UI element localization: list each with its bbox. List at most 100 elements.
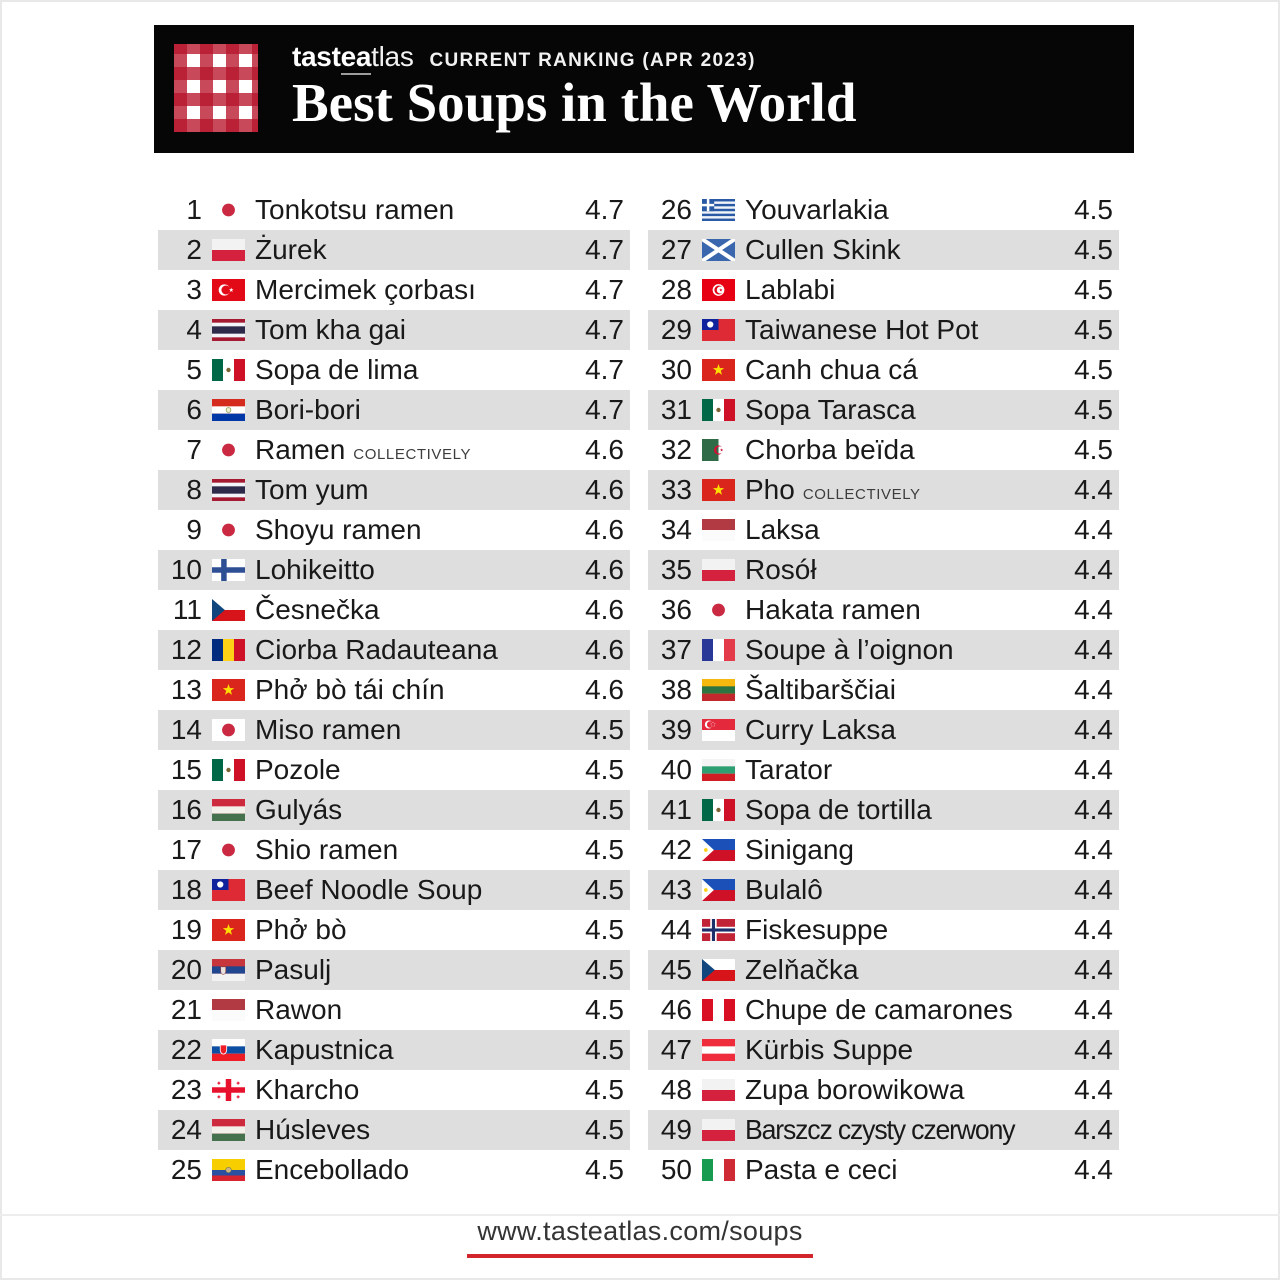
flag-japan-icon <box>212 439 245 461</box>
rank-number: 39 <box>660 714 692 745</box>
list-item: 14 Miso ramen 4.5 <box>158 710 630 750</box>
flag-bulgaria-icon <box>702 759 735 781</box>
soup-name: Encebollado <box>255 1154 410 1185</box>
rating-value: 4.6 <box>585 594 624 625</box>
list-item: 16 Gulyás 4.5 <box>158 790 630 830</box>
rating-value: 4.4 <box>1074 554 1113 585</box>
list-item: 23 Kharcho 4.5 <box>158 1070 630 1110</box>
website-url[interactable]: www.tasteatlas.com/soups <box>467 1216 813 1258</box>
flag-slovakia-icon <box>212 1039 245 1061</box>
list-item: 11 Česnečka 4.6 <box>158 590 630 630</box>
rating-value: 4.6 <box>585 514 624 545</box>
rating-value: 4.7 <box>585 394 624 425</box>
flag-mexico-icon <box>702 799 735 821</box>
flag-turkey-icon <box>212 279 245 301</box>
rank-number: 26 <box>660 194 692 225</box>
soup-name: Chorba beïda <box>745 434 915 465</box>
rating-value: 4.5 <box>585 714 624 745</box>
rank-number: 22 <box>170 1034 202 1065</box>
rank-number: 8 <box>186 474 202 505</box>
flag-philippines-icon <box>702 879 735 901</box>
flag-taiwan-icon <box>702 319 735 341</box>
flag-france-icon <box>702 639 735 661</box>
rank-number: 28 <box>660 274 692 305</box>
rating-value: 4.5 <box>585 1114 624 1145</box>
flag-tunisia-icon <box>702 279 735 301</box>
soup-name: Rosół <box>745 554 817 585</box>
list-item: 13 Phở bò tái chín 4.6 <box>158 670 630 710</box>
flag-algeria-icon <box>702 439 735 461</box>
flag-scotland-icon <box>702 239 735 261</box>
list-item: 25 Encebollado 4.5 <box>158 1150 630 1190</box>
rating-value: 4.5 <box>1074 394 1113 425</box>
rank-number: 3 <box>186 274 202 305</box>
soup-name: Chupe de camarones <box>745 994 1013 1025</box>
flag-poland-icon <box>702 559 735 581</box>
tasteatlas-gingham-logo-icon <box>174 44 258 132</box>
flag-finland-icon <box>212 559 245 581</box>
soup-name: Laksa <box>745 514 820 545</box>
rating-value: 4.5 <box>1074 314 1113 345</box>
rating-value: 4.5 <box>585 874 624 905</box>
soup-name: Tom kha gai <box>255 314 406 345</box>
flag-poland-icon <box>702 1119 735 1141</box>
soup-name: Česnečka <box>255 594 380 625</box>
soup-name: Gulyás <box>255 794 343 825</box>
list-item: 10 Lohikeitto 4.6 <box>158 550 630 590</box>
rank-number: 35 <box>660 554 692 585</box>
soup-name: Pozole <box>255 754 341 785</box>
flag-japan-icon <box>212 719 245 741</box>
list-item: 49 Barszcz czysty czerwony 4.4 <box>648 1110 1119 1150</box>
flag-indonesia-icon <box>702 519 735 541</box>
rating-value: 4.5 <box>585 1034 624 1065</box>
flag-italy-icon <box>702 1159 735 1181</box>
list-item: 18 Beef Noodle Soup 4.5 <box>158 870 630 910</box>
soup-name: Phở bò tái chín <box>255 674 445 705</box>
soup-name: Soupe à l’oignon <box>745 634 954 665</box>
rank-number: 6 <box>186 394 202 425</box>
flag-vietnam-icon <box>702 479 735 501</box>
soup-name: Tarator <box>745 754 833 785</box>
rating-value: 4.4 <box>1074 914 1113 945</box>
rank-number: 31 <box>660 394 692 425</box>
rating-value: 4.6 <box>585 474 624 505</box>
list-item: 22 Kapustnica 4.5 <box>158 1030 630 1070</box>
soup-name: Lohikeitto <box>255 554 375 585</box>
flag-japan-icon <box>212 839 245 861</box>
rating-value: 4.4 <box>1074 794 1113 825</box>
rating-value: 4.5 <box>585 754 624 785</box>
flag-singapore-icon <box>702 719 735 741</box>
soup-name: Curry Laksa <box>745 714 896 745</box>
rating-value: 4.5 <box>1074 434 1113 465</box>
rank-number: 46 <box>660 994 692 1025</box>
rating-value: 4.4 <box>1074 674 1113 705</box>
rating-value: 4.6 <box>585 674 624 705</box>
list-item: 12 Ciorba Radauteana 4.6 <box>158 630 630 670</box>
soup-name: Lablabi <box>745 274 836 305</box>
rank-number: 23 <box>170 1074 202 1105</box>
flag-vietnam-icon <box>212 919 245 941</box>
rank-number: 34 <box>660 514 692 545</box>
rank-number: 7 <box>186 434 202 465</box>
rank-number: 11 <box>172 594 202 625</box>
rating-value: 4.6 <box>585 434 624 465</box>
rating-value: 4.5 <box>585 994 624 1025</box>
brand-line: tasteatlas CURRENT RANKING (APR 2023) <box>292 41 756 75</box>
list-item: 46 Chupe de camarones 4.4 <box>648 990 1119 1030</box>
rank-number: 42 <box>660 834 692 865</box>
flag-philippines-icon <box>702 839 735 861</box>
rating-value: 4.5 <box>1074 194 1113 225</box>
soup-name: Tom yum <box>255 474 369 505</box>
soup-name: Żurek <box>255 234 327 265</box>
rating-value: 4.7 <box>585 354 624 385</box>
list-item: 42 Sinigang 4.4 <box>648 830 1119 870</box>
flag-taiwan-icon <box>212 879 245 901</box>
flag-hungary-icon <box>212 1119 245 1141</box>
flag-greece-icon <box>702 199 735 221</box>
rank-number: 25 <box>170 1154 202 1185</box>
rating-value: 4.7 <box>585 234 624 265</box>
rating-value: 4.7 <box>585 194 624 225</box>
rank-number: 19 <box>170 914 202 945</box>
soup-name: Sopa Tarasca <box>745 394 916 425</box>
flag-indonesia-icon <box>212 999 245 1021</box>
